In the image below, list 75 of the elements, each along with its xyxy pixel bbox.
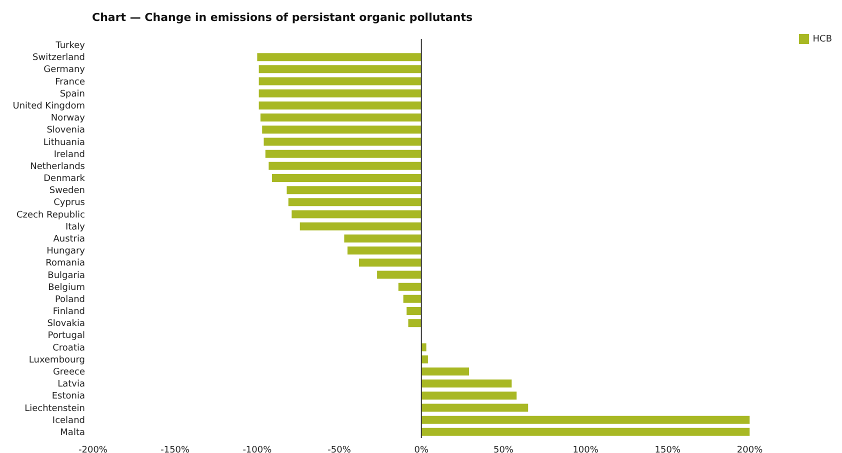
y-tick-label: Hungary bbox=[46, 246, 86, 257]
y-tick-label: Croatia bbox=[52, 343, 85, 354]
bar bbox=[398, 282, 422, 291]
bar bbox=[347, 246, 422, 255]
y-tick-label: Liechtenstein bbox=[24, 404, 85, 414]
bar bbox=[265, 150, 422, 158]
bar bbox=[344, 234, 422, 242]
x-tick-label: -100% bbox=[242, 445, 272, 453]
y-tick-label: Iceland bbox=[52, 416, 85, 426]
x-tick-label: 100% bbox=[572, 445, 599, 453]
bar bbox=[268, 162, 422, 170]
x-tick-label: -200% bbox=[78, 445, 108, 453]
bar bbox=[408, 319, 422, 328]
bar bbox=[421, 355, 428, 364]
y-tick-label: Ireland bbox=[54, 150, 85, 160]
y-tick-label: Germany bbox=[44, 65, 86, 76]
x-tick-label: -50% bbox=[328, 445, 352, 453]
bar bbox=[421, 392, 517, 400]
y-tick-label: France bbox=[55, 77, 86, 88]
y-tick-label: Switzerland bbox=[32, 53, 85, 64]
y-tick-label: Spain bbox=[60, 89, 85, 100]
y-tick-label: Belgium bbox=[48, 282, 85, 293]
y-tick-label: Luxembourg bbox=[28, 355, 85, 366]
bar bbox=[264, 138, 422, 146]
y-tick-label: United Kingdom bbox=[12, 102, 85, 112]
y-tick-label: Sweden bbox=[49, 186, 85, 196]
y-tick-label: Slovenia bbox=[46, 126, 85, 136]
bar bbox=[421, 404, 528, 412]
bar bbox=[421, 416, 750, 424]
bar bbox=[406, 307, 422, 315]
y-tick-label: Slovakia bbox=[47, 319, 85, 330]
y-tick-label: Malta bbox=[60, 428, 85, 438]
y-tick-label: Latvia bbox=[58, 380, 85, 390]
x-tick-label: 150% bbox=[654, 445, 681, 453]
bar bbox=[403, 294, 422, 303]
legend-label: HCB bbox=[812, 34, 832, 44]
bar bbox=[258, 77, 422, 86]
y-tick-label: Greece bbox=[52, 368, 86, 378]
y-tick-label: Portugal bbox=[48, 331, 85, 342]
y-tick-label: Finland bbox=[52, 307, 85, 318]
chart-title: Chart — Change in emissions of persistant organic pollutants bbox=[92, 11, 472, 24]
bar bbox=[300, 222, 422, 230]
bar bbox=[421, 428, 750, 436]
y-tick-label: Bulgaria bbox=[48, 270, 85, 281]
y-tick-label: Poland bbox=[54, 294, 85, 305]
bar bbox=[292, 210, 422, 218]
y-tick-label: Romania bbox=[46, 258, 85, 269]
bar bbox=[377, 270, 422, 279]
y-tick-label: Norway bbox=[50, 114, 86, 124]
y-tick-label: Estonia bbox=[52, 392, 85, 402]
y-tick-label: Netherlands bbox=[30, 162, 86, 172]
bar bbox=[288, 198, 422, 206]
y-tick-label: Cyprus bbox=[54, 198, 86, 208]
bar bbox=[358, 258, 422, 267]
y-tick-label: Lithuania bbox=[43, 138, 85, 148]
bar bbox=[258, 65, 422, 74]
bar bbox=[258, 101, 422, 110]
x-tick-label: 0% bbox=[414, 445, 429, 453]
y-tick-label: Italy bbox=[65, 222, 86, 232]
bar bbox=[272, 174, 422, 182]
bar bbox=[258, 89, 422, 98]
y-tick-label: Denmark bbox=[44, 174, 86, 184]
bar bbox=[257, 53, 422, 62]
bar bbox=[260, 114, 422, 122]
x-tick-label: -150% bbox=[160, 445, 190, 453]
y-tick-label: Turkey bbox=[54, 41, 86, 52]
bar bbox=[262, 126, 422, 134]
y-tick-label: Austria bbox=[53, 234, 85, 244]
bar bbox=[421, 343, 426, 352]
x-tick-label: 200% bbox=[736, 445, 764, 453]
bar bbox=[286, 186, 422, 194]
bar bbox=[421, 380, 512, 388]
y-tick-label: Czech Republic bbox=[16, 210, 86, 220]
bar bbox=[421, 367, 469, 376]
x-tick-label: 50% bbox=[493, 445, 514, 453]
